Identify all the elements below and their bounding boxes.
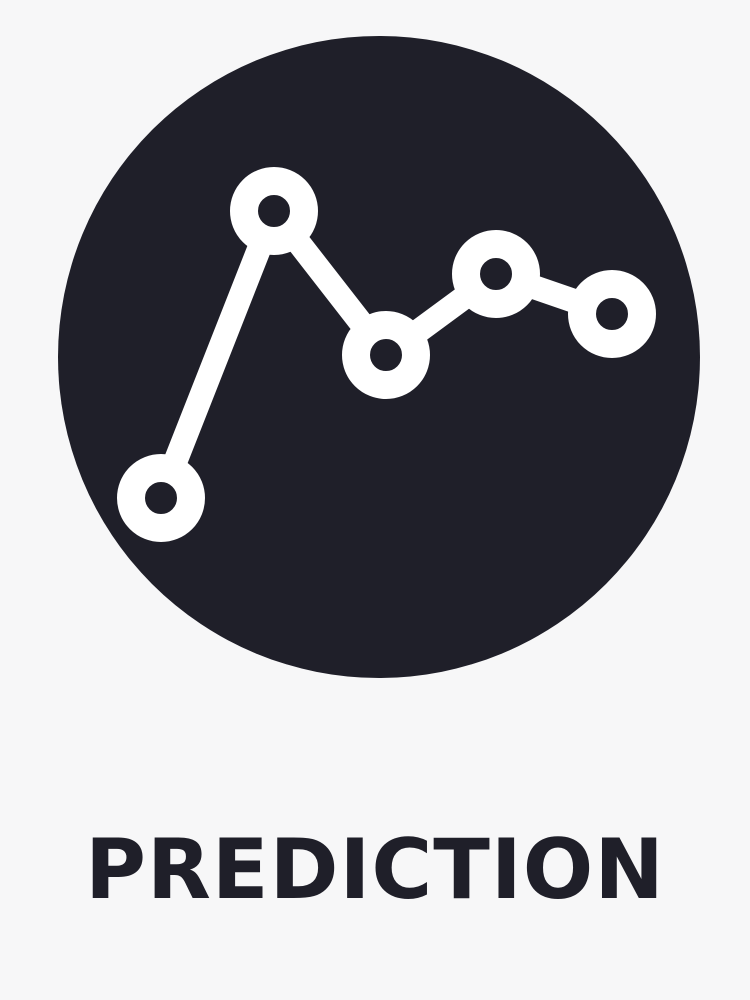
chart-node [342, 311, 430, 399]
prediction-caption: PREDICTION [85, 821, 665, 918]
chart-node [568, 270, 656, 358]
chart-node [117, 454, 205, 542]
chart-node [452, 230, 540, 318]
chart-nodes [117, 167, 656, 542]
chart-node [230, 167, 318, 255]
line-chart-icon [58, 36, 700, 678]
prediction-emblem [58, 36, 700, 678]
